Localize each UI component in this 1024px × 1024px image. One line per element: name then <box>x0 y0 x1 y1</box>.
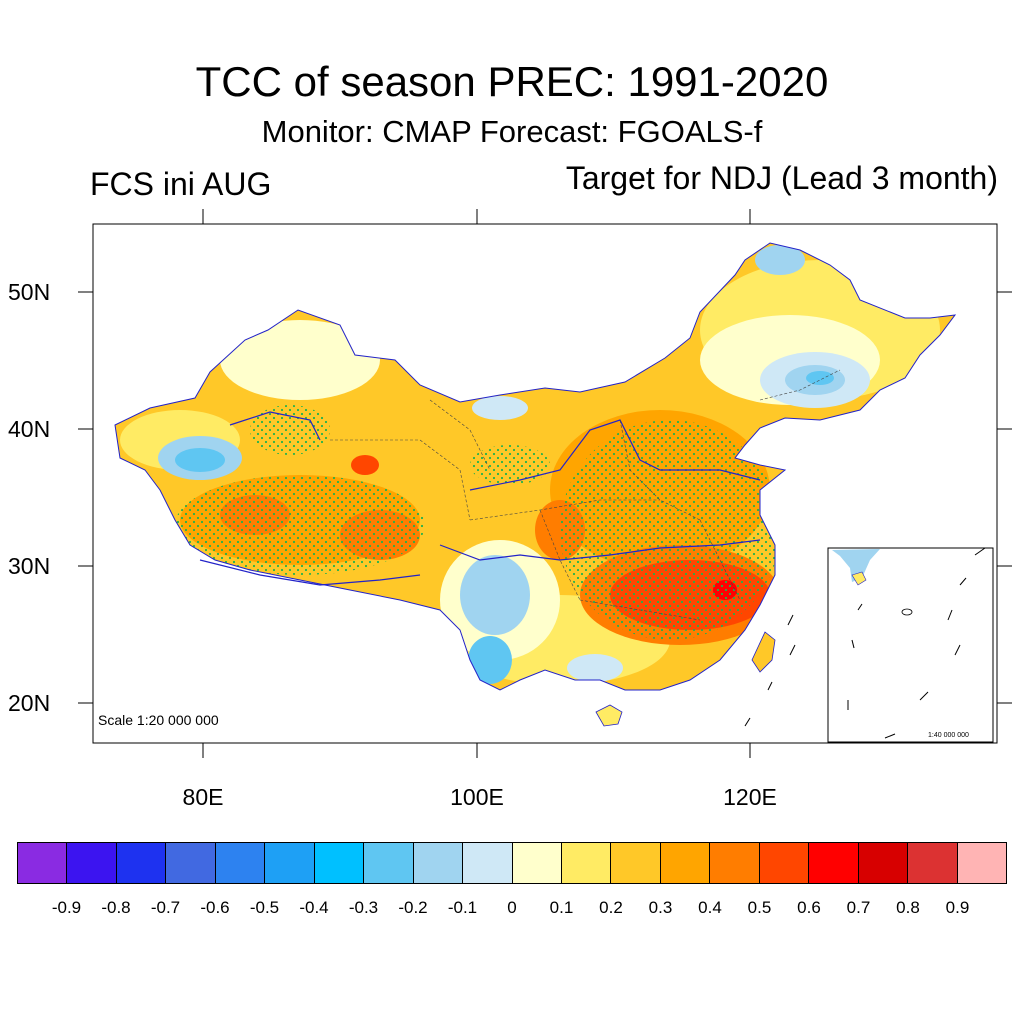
colorbar-swatch <box>215 843 266 883</box>
lon-label-80e: 80E <box>182 784 224 810</box>
colorbar-swatch <box>611 843 661 883</box>
colorbar-tick-label: -0.9 <box>51 898 82 917</box>
colorbar-tick-label: 0.1 <box>549 898 574 917</box>
colorbar-swatch <box>116 843 167 883</box>
colorbar-tick-label: 0.5 <box>747 898 772 917</box>
colorbar-tick-label: 0.7 <box>846 898 871 917</box>
lon-label-100e: 100E <box>450 784 504 810</box>
inset-scale-label: 1:40 000 000 <box>928 732 969 739</box>
lon-label-120e: 120E <box>723 784 777 810</box>
colorbar-tick-label: -0.4 <box>299 898 329 917</box>
colorbar-tick-label: 0.3 <box>648 898 673 917</box>
colorbar-swatch <box>265 843 315 883</box>
lat-label-30n: 30N <box>8 553 51 579</box>
colorbar-tick-label: 0.4 <box>698 898 722 917</box>
colorbar-tick-label: -0.2 <box>398 898 428 917</box>
colorbar-tick-label: 0.9 <box>945 898 970 917</box>
colorbar-swatch <box>957 843 1007 883</box>
colorbar-swatch <box>710 843 760 883</box>
colorbar-swatch <box>561 843 612 883</box>
china-correlation-field <box>114 242 957 691</box>
colorbar-swatch <box>413 843 464 883</box>
lat-label-20n: 20N <box>8 690 51 716</box>
colorbar-tick-label: -0.8 <box>101 898 131 917</box>
colorbar-tick-label: -0.3 <box>348 898 379 917</box>
colorbar <box>17 842 1007 884</box>
map-scale-label: Scale 1:20 000 000 <box>98 712 219 728</box>
colorbar-tick-label: -0.7 <box>150 898 181 917</box>
province-boundaries <box>330 369 841 621</box>
colorbar-swatch <box>759 843 810 883</box>
lat-label-40n: 40N <box>8 416 51 442</box>
init-label: FCS ini AUG <box>90 166 272 202</box>
colorbar-swatch <box>463 843 513 883</box>
colorbar-tick-label: 0.2 <box>599 898 623 917</box>
target-label: Target for NDJ (Lead 3 month) <box>565 160 998 196</box>
colorbar-tick-label: 0.8 <box>896 898 920 917</box>
colorbar-tick-label: 0 <box>507 898 517 917</box>
colorbar-tick-label: 0.6 <box>797 898 821 917</box>
chart-title: TCC of season PREC: 1991-2020 <box>195 58 829 105</box>
colorbar-tick-label: -0.6 <box>200 898 230 917</box>
chart-subtitle: Monitor: CMAP Forecast: FGOALS-f <box>261 114 763 149</box>
colorbar-swatch <box>364 843 414 883</box>
colorbar-swatch <box>858 843 909 883</box>
lon-ticks <box>202 209 751 758</box>
lat-ticks <box>78 291 1012 704</box>
colorbar-swatch <box>314 843 365 883</box>
colorbar-swatch <box>512 843 562 883</box>
island-marks <box>744 614 796 727</box>
colorbar-swatch <box>67 843 117 883</box>
colorbar-swatch <box>908 843 958 883</box>
colorbar-swatch <box>166 843 216 883</box>
taiwan-island <box>751 631 776 673</box>
colorbar-swatch <box>660 843 711 883</box>
colorbar-swatch <box>18 843 68 883</box>
colorbar-tick-label: -0.5 <box>249 898 280 917</box>
hainan-island <box>595 704 623 727</box>
colorbar-tick-label: -0.1 <box>447 898 478 917</box>
colorbar-swatch <box>809 843 859 883</box>
lat-label-50n: 50N <box>8 279 51 305</box>
south-china-sea-inset <box>827 547 994 743</box>
